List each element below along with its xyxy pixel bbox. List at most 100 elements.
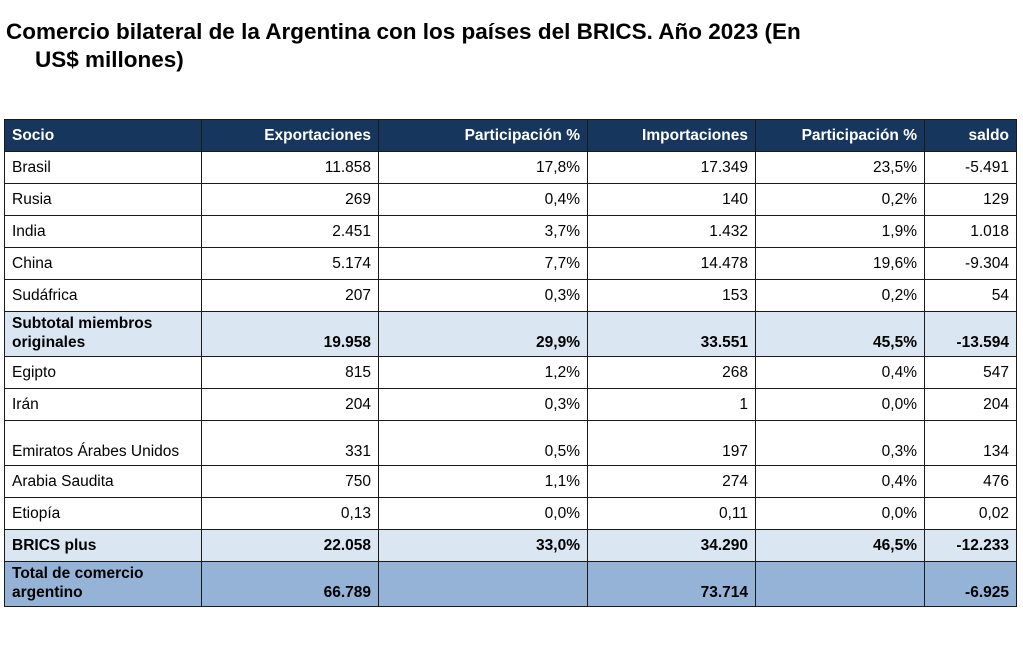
document-title: Comercio bilateral de la Argentina con l… — [6, 18, 1006, 74]
cell-participacion-export: 1,1% — [378, 465, 588, 498]
cell-socio: Rusia — [4, 183, 202, 216]
cell-importaciones: 140 — [587, 183, 756, 216]
cell-participacion-import: 45,5% — [755, 311, 925, 357]
cell-socio: Sudáfrica — [4, 279, 202, 312]
cell-exportaciones: 269 — [201, 183, 379, 216]
cell-participacion-import: 0,2% — [755, 183, 925, 216]
cell-participacion-export — [378, 561, 588, 607]
title-line-1: Comercio bilateral de la Argentina con l… — [6, 19, 801, 44]
cell-importaciones: 274 — [587, 465, 756, 498]
header-participacion-import: Participación % — [755, 119, 925, 152]
cell-socio: Arabia Saudita — [4, 465, 202, 498]
cell-exportaciones: 2.451 — [201, 215, 379, 248]
table-row: Etiopía 0,13 0,0% 0,11 0,0% 0,02 — [4, 497, 1017, 530]
cell-participacion-import: 0,0% — [755, 388, 925, 421]
cell-importaciones: 268 — [587, 356, 756, 389]
cell-socio: Irán — [4, 388, 202, 421]
title-line-2: US$ millones) — [35, 47, 184, 72]
table-row: Rusia 269 0,4% 140 0,2% 129 — [4, 183, 1017, 216]
cell-saldo: -6.925 — [924, 561, 1017, 607]
cell-participacion-export: 33,0% — [378, 529, 588, 562]
cell-saldo: 134 — [924, 420, 1017, 466]
header-exportaciones: Exportaciones — [201, 119, 379, 152]
cell-participacion-export: 3,7% — [378, 215, 588, 248]
cell-importaciones: 1.432 — [587, 215, 756, 248]
cell-saldo: 0,02 — [924, 497, 1017, 530]
cell-importaciones: 14.478 — [587, 247, 756, 280]
cell-saldo: -9.304 — [924, 247, 1017, 280]
brics-plus-row: BRICS plus 22.058 33,0% 34.290 46,5% -12… — [4, 529, 1017, 562]
cell-saldo: -12.233 — [924, 529, 1017, 562]
cell-participacion-export: 17,8% — [378, 151, 588, 184]
cell-socio: Total de comercio argentino — [4, 561, 202, 607]
cell-saldo: -13.594 — [924, 311, 1017, 357]
cell-exportaciones: 0,13 — [201, 497, 379, 530]
cell-socio: Etiopía — [4, 497, 202, 530]
cell-exportaciones: 207 — [201, 279, 379, 312]
cell-importaciones: 0,11 — [587, 497, 756, 530]
table-header-row: Socio Exportaciones Participación % Impo… — [4, 119, 1017, 152]
cell-exportaciones: 331 — [201, 420, 379, 466]
cell-participacion-export: 0,3% — [378, 279, 588, 312]
cell-importaciones: 17.349 — [587, 151, 756, 184]
cell-participacion-import: 19,6% — [755, 247, 925, 280]
cell-importaciones: 153 — [587, 279, 756, 312]
cell-importaciones: 73.714 — [587, 561, 756, 607]
cell-saldo: 476 — [924, 465, 1017, 498]
table-row: China 5.174 7,7% 14.478 19,6% -9.304 — [4, 247, 1017, 280]
cell-socio: Brasil — [4, 151, 202, 184]
cell-socio: Emiratos Árabes Unidos — [4, 420, 202, 466]
cell-participacion-export: 0,0% — [378, 497, 588, 530]
cell-saldo: -5.491 — [924, 151, 1017, 184]
cell-participacion-export: 1,2% — [378, 356, 588, 389]
cell-participacion-export: 0,5% — [378, 420, 588, 466]
cell-participacion-import: 0,3% — [755, 420, 925, 466]
subtotal-row: Subtotal miembros originales 19.958 29,9… — [4, 311, 1017, 357]
cell-participacion-import: 1,9% — [755, 215, 925, 248]
total-row: Total de comercio argentino 66.789 73.71… — [4, 561, 1017, 607]
cell-participacion-import: 23,5% — [755, 151, 925, 184]
cell-participacion-export: 29,9% — [378, 311, 588, 357]
cell-exportaciones: 204 — [201, 388, 379, 421]
cell-exportaciones: 11.858 — [201, 151, 379, 184]
cell-socio: India — [4, 215, 202, 248]
cell-importaciones: 1 — [587, 388, 756, 421]
cell-socio: BRICS plus — [4, 529, 202, 562]
cell-saldo: 1.018 — [924, 215, 1017, 248]
cell-participacion-export: 7,7% — [378, 247, 588, 280]
table-row: Emiratos Árabes Unidos 331 0,5% 197 0,3%… — [4, 420, 1017, 466]
cell-exportaciones: 815 — [201, 356, 379, 389]
cell-saldo: 54 — [924, 279, 1017, 312]
cell-exportaciones: 66.789 — [201, 561, 379, 607]
header-importaciones: Importaciones — [587, 119, 756, 152]
cell-importaciones: 197 — [587, 420, 756, 466]
header-saldo: saldo — [924, 119, 1017, 152]
cell-exportaciones: 5.174 — [201, 247, 379, 280]
cell-participacion-import: 0,4% — [755, 356, 925, 389]
cell-participacion-import — [755, 561, 925, 607]
cell-participacion-export: 0,3% — [378, 388, 588, 421]
cell-exportaciones: 22.058 — [201, 529, 379, 562]
table-row: Egipto 815 1,2% 268 0,4% 547 — [4, 356, 1017, 389]
header-participacion-export: Participación % — [378, 119, 588, 152]
cell-socio: China — [4, 247, 202, 280]
cell-participacion-export: 0,4% — [378, 183, 588, 216]
table-row: Irán 204 0,3% 1 0,0% 204 — [4, 388, 1017, 421]
table-row: Brasil 11.858 17,8% 17.349 23,5% -5.491 — [4, 151, 1017, 184]
cell-saldo: 204 — [924, 388, 1017, 421]
cell-participacion-import: 0,0% — [755, 497, 925, 530]
cell-exportaciones: 750 — [201, 465, 379, 498]
cell-participacion-import: 0,2% — [755, 279, 925, 312]
cell-importaciones: 33.551 — [587, 311, 756, 357]
cell-socio: Egipto — [4, 356, 202, 389]
table-row: India 2.451 3,7% 1.432 1,9% 1.018 — [4, 215, 1017, 248]
table-row: Sudáfrica 207 0,3% 153 0,2% 54 — [4, 279, 1017, 312]
cell-saldo: 547 — [924, 356, 1017, 389]
cell-importaciones: 34.290 — [587, 529, 756, 562]
table-row: Arabia Saudita 750 1,1% 274 0,4% 476 — [4, 465, 1017, 498]
cell-exportaciones: 19.958 — [201, 311, 379, 357]
cell-participacion-import: 46,5% — [755, 529, 925, 562]
header-socio: Socio — [4, 119, 202, 152]
cell-participacion-import: 0,4% — [755, 465, 925, 498]
